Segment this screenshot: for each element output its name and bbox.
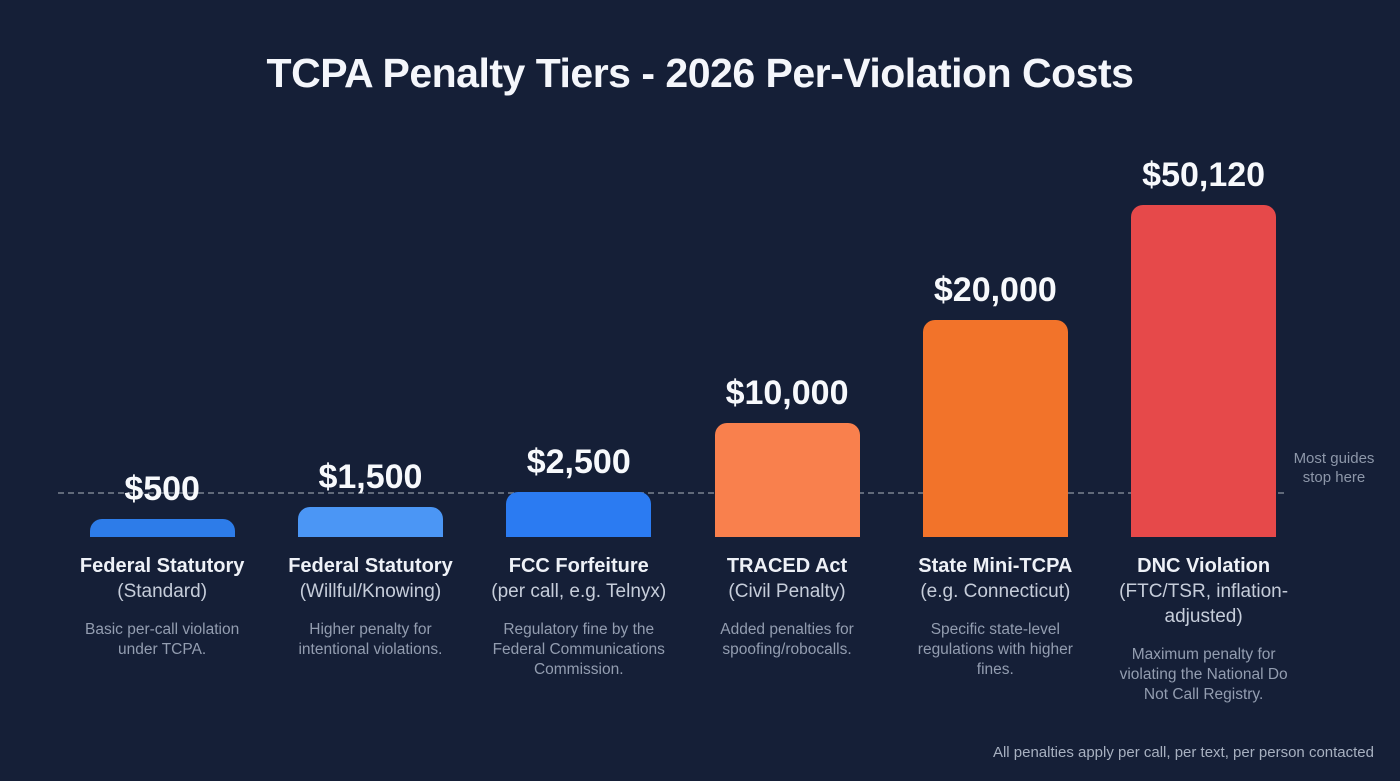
bar-category-qualifier: (Willful/Knowing)	[299, 581, 442, 602]
reference-line-label-line1: Most guides	[1293, 450, 1375, 467]
bar-area: $10,000	[714, 140, 860, 537]
bar-category: DNC Violation (FTC/TSR, inflation-adjust…	[1106, 554, 1301, 629]
bar-category-name: TRACED Act	[726, 555, 848, 577]
bar-column: $1,500 Federal Statutory (Willful/Knowin…	[266, 140, 474, 705]
bar-column: $10,000 TRACED Act (Civil Penalty) Added…	[683, 140, 891, 705]
bar-value-label: $1,500	[318, 458, 423, 496]
chart-footnote: All penalties apply per call, per text, …	[992, 744, 1374, 761]
bar-value-label: $2,500	[526, 443, 631, 481]
reference-line	[58, 492, 1284, 494]
bar-value-label: $10,000	[725, 374, 849, 412]
bar-category: FCC Forfeiture (per call, e.g. Telnyx)	[491, 554, 666, 604]
bar-category-name: State Mini-TCPA	[918, 555, 1073, 577]
bar-area: $500	[89, 140, 235, 537]
bar-area: $50,120	[1131, 140, 1277, 537]
bar	[89, 519, 235, 537]
bar	[297, 507, 443, 537]
bar	[714, 423, 860, 537]
bar-category-qualifier: (FTC/TSR, inflation-adjusted)	[1119, 581, 1289, 627]
bar-area: $1,500	[297, 140, 443, 537]
bar-category-qualifier: (Civil Penalty)	[728, 581, 846, 602]
bar	[1131, 205, 1277, 537]
bar-description: Added penalties for spoofing/robocalls.	[720, 621, 854, 658]
bar-category-qualifier: (Standard)	[117, 581, 208, 602]
bar-area: $20,000	[922, 140, 1068, 537]
bar-area: $2,500	[506, 140, 652, 537]
bar-category-qualifier: (per call, e.g. Telnyx)	[491, 581, 667, 602]
bar-description: Higher penalty for intentional violation…	[298, 621, 443, 658]
bar-category-name: Federal Statutory	[288, 555, 453, 577]
bar-description: Basic per-call violation under TCPA.	[85, 621, 240, 658]
bar-category-name: FCC Forfeiture	[508, 555, 649, 577]
bar-value-label: $500	[124, 470, 200, 508]
bar-value-label: $20,000	[933, 271, 1057, 309]
bar-category: TRACED Act (Civil Penalty)	[727, 554, 847, 604]
bar-description: Specific state-level regulations with hi…	[917, 621, 1073, 678]
bar-category-name: DNC Violation	[1137, 555, 1271, 577]
bar-category: Federal Statutory (Willful/Knowing)	[288, 554, 452, 604]
bar-column: $500 Federal Statutory (Standard) Basic …	[58, 140, 266, 705]
reference-line-label-line2: stop here	[1302, 469, 1366, 486]
bar-columns: $500 Federal Statutory (Standard) Basic …	[58, 140, 1308, 705]
bar-description: Maximum penalty for violating the Nation…	[1119, 646, 1288, 703]
bar-value-label: $50,120	[1142, 156, 1266, 194]
bar-category: Federal Statutory (Standard)	[80, 554, 244, 604]
chart-title: TCPA Penalty Tiers - 2026 Per-Violation …	[266, 50, 1134, 96]
bar	[922, 320, 1068, 537]
bar-column: $2,500 FCC Forfeiture (per call, e.g. Te…	[475, 140, 683, 705]
bar-category-qualifier: (e.g. Connecticut)	[920, 581, 1071, 602]
bar	[506, 492, 652, 537]
reference-line-label: Most guides stop here	[1282, 449, 1386, 487]
bar-category: State Mini-TCPA (e.g. Connecticut)	[918, 554, 1072, 604]
bar-category-name: Federal Statutory	[79, 555, 245, 577]
bar-column: $50,120 DNC Violation (FTC/TSR, inflatio…	[1099, 140, 1307, 705]
bar-column: $20,000 State Mini-TCPA (e.g. Connecticu…	[891, 140, 1099, 705]
bar-description: Regulatory fine by the Federal Communica…	[492, 621, 665, 678]
